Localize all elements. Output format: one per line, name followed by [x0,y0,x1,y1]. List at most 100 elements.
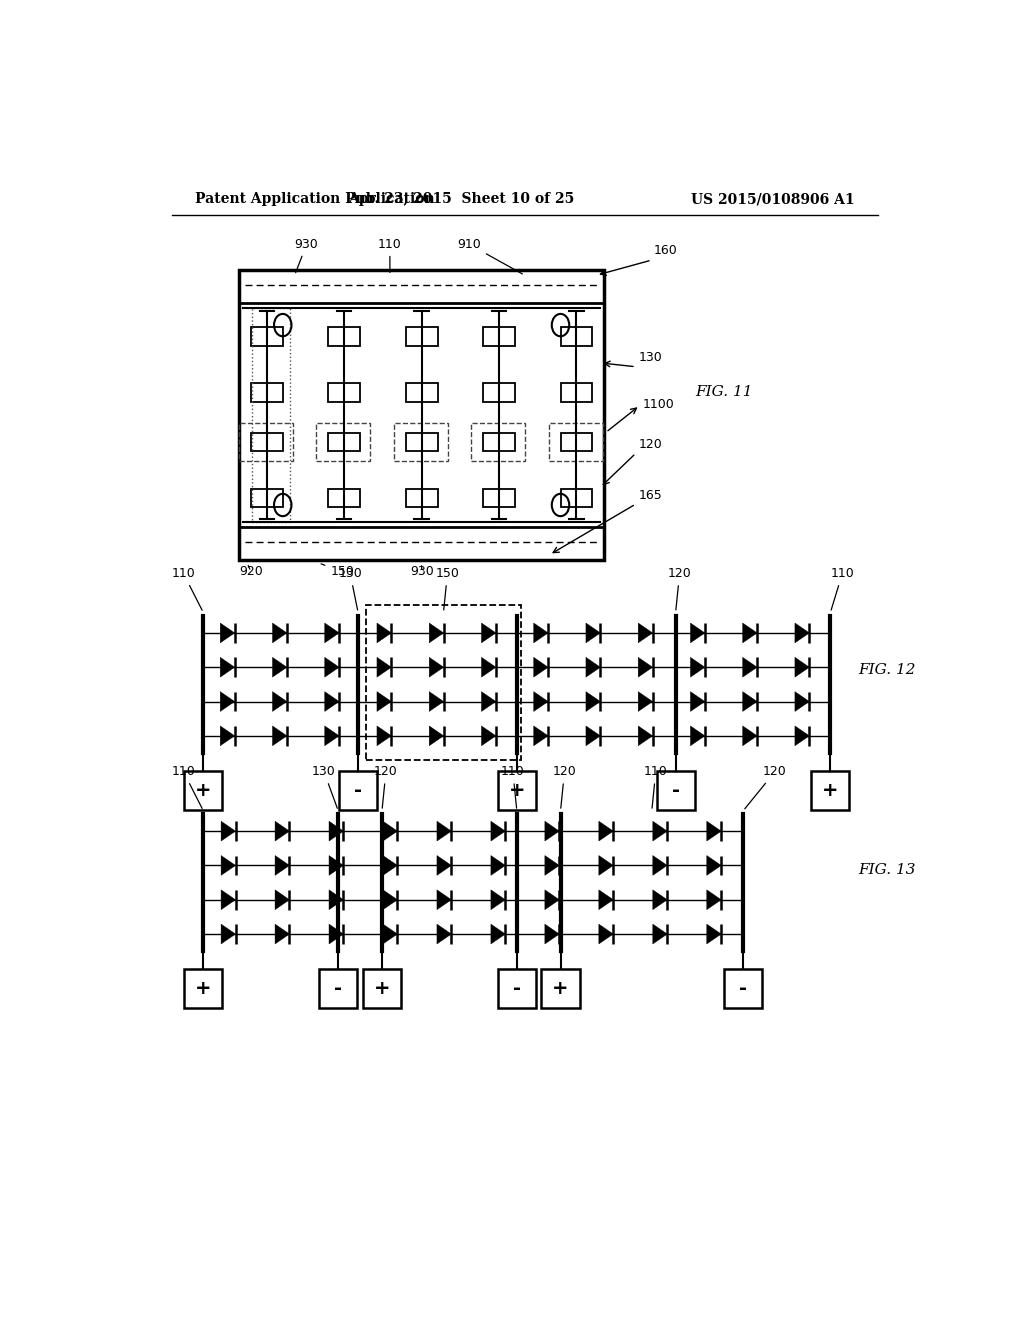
Bar [483,327,515,346]
Text: 930: 930 [295,238,318,273]
Polygon shape [795,726,809,746]
Polygon shape [707,821,721,841]
Text: Apr. 23, 2015  Sheet 10 of 25: Apr. 23, 2015 Sheet 10 of 25 [348,191,574,206]
Bar [251,433,283,451]
Polygon shape [490,855,506,875]
Polygon shape [534,692,548,711]
Bar [339,771,377,810]
Text: +: + [196,979,212,998]
Text: 150: 150 [322,564,354,578]
Bar [319,969,357,1008]
Polygon shape [377,726,391,746]
Text: US 2015/0108906 A1: US 2015/0108906 A1 [690,191,854,206]
Polygon shape [690,692,705,711]
Polygon shape [377,692,391,711]
Bar [811,771,849,810]
Bar [542,969,580,1008]
Polygon shape [795,623,809,643]
Polygon shape [275,855,290,875]
Polygon shape [329,890,343,909]
Polygon shape [742,623,757,643]
Polygon shape [586,726,600,746]
Bar [560,383,592,401]
Polygon shape [383,890,397,909]
Text: 165: 165 [638,488,663,502]
Polygon shape [653,890,668,909]
Polygon shape [272,692,287,711]
Polygon shape [795,657,809,677]
Polygon shape [329,821,343,841]
Polygon shape [690,726,705,746]
Bar [240,271,604,560]
Bar [724,969,762,1008]
Text: -: - [334,979,342,998]
Bar [483,383,515,401]
Text: 920: 920 [240,565,263,578]
Text: Patent Application Publication: Patent Application Publication [196,191,435,206]
Polygon shape [795,692,809,711]
Polygon shape [599,924,613,944]
Bar [316,422,371,461]
Bar [406,383,437,401]
Polygon shape [437,924,452,944]
Bar [240,422,293,461]
Polygon shape [638,692,652,711]
Polygon shape [429,726,443,746]
Bar [251,327,283,346]
Polygon shape [490,821,506,841]
Text: 110: 110 [830,568,854,610]
Bar [251,488,283,507]
Text: 120: 120 [744,766,786,809]
Polygon shape [429,692,443,711]
Bar [656,771,694,810]
Bar [329,383,360,401]
Polygon shape [534,726,548,746]
Polygon shape [329,855,343,875]
Bar [329,327,360,346]
Polygon shape [742,657,757,677]
Polygon shape [220,692,234,711]
Polygon shape [437,890,452,909]
Polygon shape [221,855,236,875]
Text: 150: 150 [435,568,460,610]
Polygon shape [220,657,234,677]
Polygon shape [481,726,496,746]
Bar [329,488,360,507]
Text: 120: 120 [553,766,577,808]
Polygon shape [690,623,705,643]
Bar [240,528,604,560]
Polygon shape [707,890,721,909]
Bar [498,969,536,1008]
Bar [362,969,401,1008]
Polygon shape [221,924,236,944]
Bar [184,771,222,810]
Text: 110: 110 [644,766,668,808]
Text: 110: 110 [501,766,524,808]
Polygon shape [275,821,290,841]
Text: +: + [509,781,525,800]
Polygon shape [586,692,600,711]
Polygon shape [545,924,559,944]
Polygon shape [545,821,559,841]
Polygon shape [690,657,705,677]
Text: 160: 160 [654,244,678,257]
Bar [560,488,592,507]
Polygon shape [377,623,391,643]
Polygon shape [653,821,668,841]
Polygon shape [437,821,452,841]
Text: 930: 930 [410,565,433,578]
Polygon shape [586,657,600,677]
Polygon shape [275,924,290,944]
Text: 110: 110 [378,238,401,272]
Polygon shape [638,726,652,746]
Bar [560,327,592,346]
Bar [471,422,525,461]
Polygon shape [534,657,548,677]
Polygon shape [586,623,600,643]
Text: +: + [822,781,839,800]
Bar [406,433,437,451]
Text: FIG. 11: FIG. 11 [695,385,753,399]
Bar [406,327,437,346]
Bar [251,383,283,401]
Polygon shape [429,623,443,643]
